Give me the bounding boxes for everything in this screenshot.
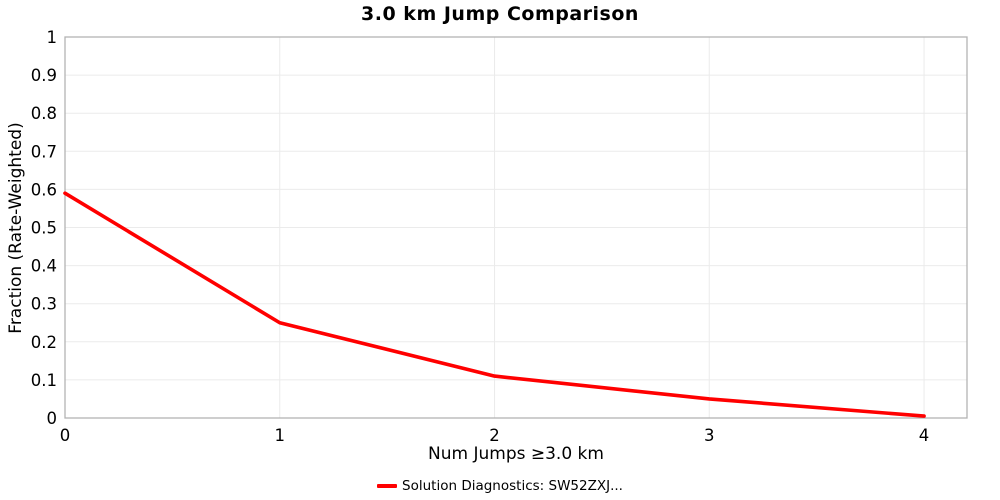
legend-item[interactable]: Solution Diagnostics: SW52ZXJ... [377,478,623,494]
chart-title: 3.0 km Jump Comparison [361,3,639,25]
y-tick-label: 0.8 [31,104,57,123]
x-tick-label: 3 [704,426,715,445]
y-tick-label: 0.1 [31,371,57,390]
y-tick-label: 0 [47,409,58,428]
y-tick-label: 0.7 [31,142,57,161]
x-tick-label: 1 [275,426,286,445]
y-tick-label: 0.3 [31,295,57,314]
plot-border [64,36,968,419]
legend: Solution Diagnostics: SW52ZXJ... [0,478,1000,494]
legend-label: Solution Diagnostics: SW52ZXJ... [402,478,623,494]
y-tick-label: 0.9 [31,66,57,85]
x-axis-title: Num Jumps ≥3.0 km [428,444,604,464]
x-tick-label: 4 [919,426,930,445]
y-axis-title: Fraction (Rate-Weighted) [6,122,26,334]
x-tick-label: 0 [60,426,71,445]
y-tick-label: 0.4 [31,257,57,276]
x-tick-label: 2 [489,426,500,445]
y-tick-label: 0.2 [31,333,57,352]
legend-line-marker [377,484,398,488]
y-tick-label: 1 [47,28,58,47]
series-line[interactable] [63,191,926,418]
y-tick-label: 0.6 [31,180,57,199]
y-tick-label: 0.5 [31,219,57,238]
